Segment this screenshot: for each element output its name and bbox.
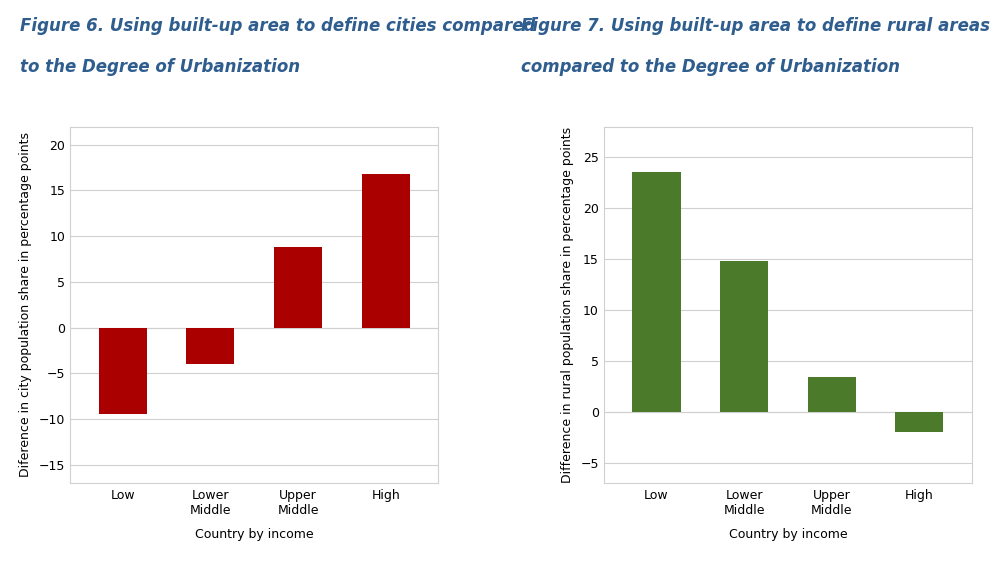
Bar bbox=[720, 261, 769, 412]
Text: to the Degree of Urbanization: to the Degree of Urbanization bbox=[20, 58, 301, 75]
Bar bbox=[632, 172, 680, 412]
Bar bbox=[362, 174, 410, 328]
Bar bbox=[808, 377, 856, 412]
Text: Figure 6. Using built-up area to define cities compared: Figure 6. Using built-up area to define … bbox=[20, 17, 535, 35]
Text: compared to the Degree of Urbanization: compared to the Degree of Urbanization bbox=[521, 58, 900, 75]
Bar bbox=[186, 328, 234, 364]
X-axis label: Country by income: Country by income bbox=[728, 528, 848, 540]
Text: Figure 7. Using built-up area to define rural areas: Figure 7. Using built-up area to define … bbox=[521, 17, 990, 35]
X-axis label: Country by income: Country by income bbox=[194, 528, 314, 540]
Y-axis label: Diference in city population share in percentage points: Diference in city population share in pe… bbox=[19, 132, 32, 477]
Bar bbox=[274, 247, 322, 328]
Y-axis label: Difference in rural population share in percentage points: Difference in rural population share in … bbox=[560, 126, 573, 483]
Bar bbox=[895, 412, 944, 432]
Bar bbox=[98, 328, 147, 415]
